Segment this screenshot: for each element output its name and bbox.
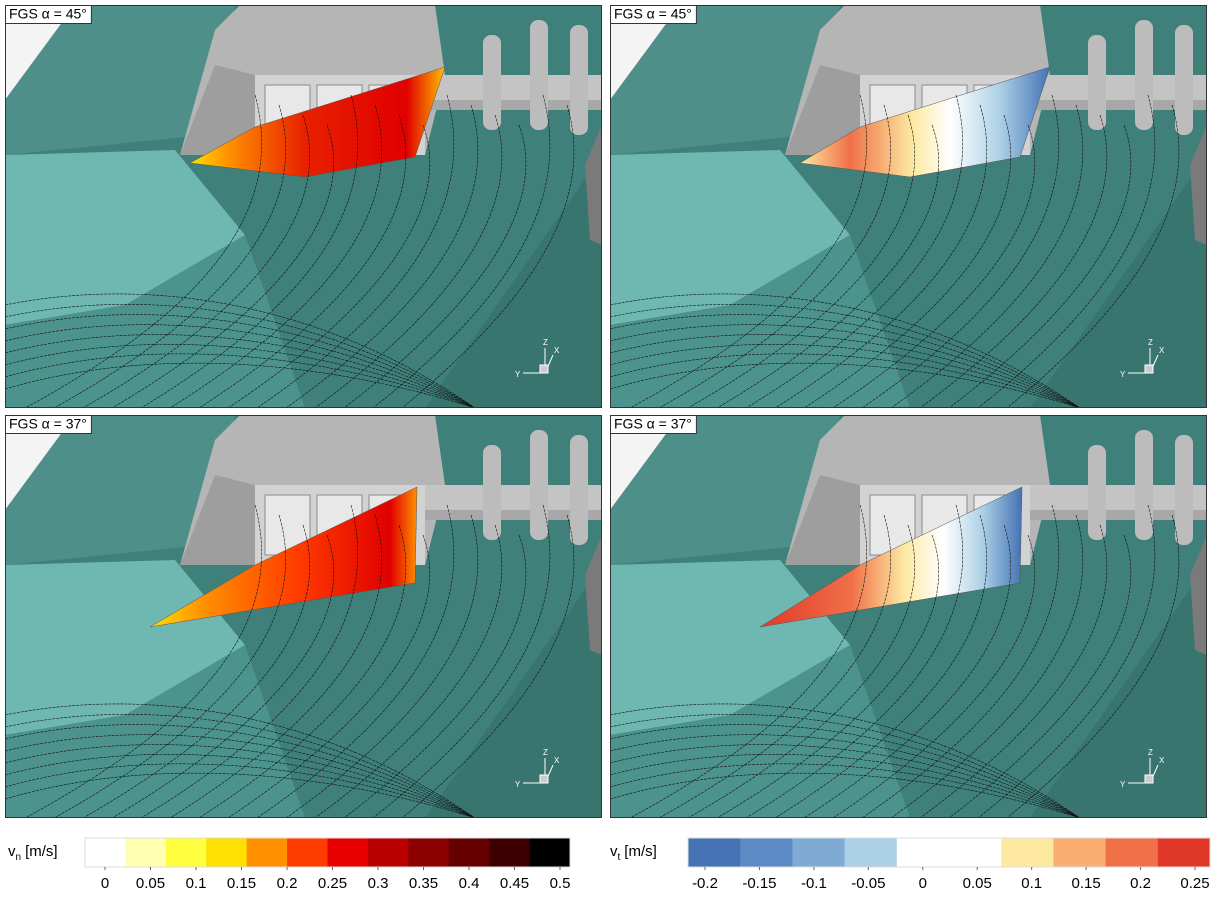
color-swatch: [125, 838, 166, 867]
tick-label: 0: [919, 875, 927, 892]
color-swatch: [85, 838, 126, 867]
triad-box: [540, 775, 548, 783]
color-swatch: [740, 838, 793, 867]
triad-box: [540, 365, 548, 373]
unit: [m/s]: [624, 843, 657, 860]
tick-label: 0.25: [318, 875, 347, 892]
color-swatch: [206, 838, 247, 867]
triad-label: Y: [1120, 780, 1126, 789]
color-swatch: [1106, 838, 1159, 867]
panel: FGS α = 37° ZX Y: [610, 415, 1207, 818]
panel-label: FGS α = 37°: [9, 416, 87, 432]
color-swatch: [408, 838, 449, 867]
triad-label: X: [554, 756, 560, 765]
tick-label: 0.25: [1180, 875, 1209, 892]
tick-label: 0.5: [550, 875, 571, 892]
color-swatch: [897, 838, 950, 867]
tick-label: 0.35: [409, 875, 438, 892]
triad-label: Y: [515, 370, 521, 379]
colorbars: vn[m/s] 0 0.05 0.1 0.15 0.2 0.25 0.3 0.35 0.4 0.45…: [8, 838, 1211, 892]
color-swatch: [247, 838, 288, 867]
scene: [5, 5, 602, 408]
subscript: t: [618, 852, 621, 863]
color-swatch: [1001, 838, 1054, 867]
color-swatch: [530, 838, 571, 867]
scene: [610, 5, 1207, 408]
color-swatch: [166, 838, 207, 867]
tick-label: 0.1: [186, 875, 207, 892]
triad-label: Y: [1120, 370, 1126, 379]
tick-label: 0.4: [459, 875, 480, 892]
colorbar-label: vt[m/s]: [610, 843, 657, 863]
color-swatch: [368, 838, 409, 867]
color-swatch: [287, 838, 328, 867]
tick-label: 0.3: [368, 875, 389, 892]
tick-label: 0.15: [227, 875, 256, 892]
triad-label: Z: [543, 748, 548, 757]
color-swatch: [845, 838, 898, 867]
triad-label: Z: [1148, 338, 1153, 347]
tick-label: 0: [101, 875, 109, 892]
color-swatch: [328, 838, 369, 867]
unit: [m/s]: [25, 843, 58, 860]
tick-label: -0.15: [742, 875, 776, 892]
subscript: n: [16, 852, 22, 863]
triad-label: X: [554, 346, 560, 355]
triad-label: Y: [515, 780, 521, 789]
panel: FGS α = 37° ZX Y: [5, 415, 602, 818]
scene: [5, 415, 602, 818]
figure: FGS α = 45°ZXYFGS α = 45°ZXYFGS α = 37°Z…: [0, 0, 1213, 895]
tick-label: 0.1: [1021, 875, 1042, 892]
tick-label: -0.1: [801, 875, 827, 892]
tick-label: 0.05: [963, 875, 992, 892]
triad-label: Z: [543, 338, 548, 347]
tick-label: 0.15: [1072, 875, 1101, 892]
panel: FGS α = 45° ZX Y: [610, 5, 1207, 408]
scene: [610, 415, 1207, 818]
triad-label: X: [1159, 346, 1165, 355]
triad-label: X: [1159, 756, 1165, 765]
color-swatch: [489, 838, 530, 867]
panel-label: FGS α = 45°: [9, 6, 87, 22]
triad-label: Z: [1148, 748, 1153, 757]
panel: FGS α = 45° ZX Y: [5, 5, 602, 408]
triad-box: [1145, 365, 1153, 373]
tick-label: 0.2: [1130, 875, 1151, 892]
panel-label: FGS α = 37°: [614, 416, 692, 432]
color-swatch: [449, 838, 490, 867]
colorbar-label: vn[m/s]: [8, 843, 58, 863]
panel-label: FGS α = 45°: [614, 6, 692, 22]
color-swatch: [688, 838, 741, 867]
tick-label: -0.2: [692, 875, 718, 892]
color-swatch: [1158, 838, 1211, 867]
color-swatch: [949, 838, 1002, 867]
tick-label: 0.45: [500, 875, 529, 892]
color-swatch: [792, 838, 845, 867]
tick-label: 0.05: [136, 875, 165, 892]
triad-box: [1145, 775, 1153, 783]
color-swatch: [1053, 838, 1106, 867]
tick-label: 0.2: [277, 875, 298, 892]
tick-label: -0.05: [851, 875, 885, 892]
